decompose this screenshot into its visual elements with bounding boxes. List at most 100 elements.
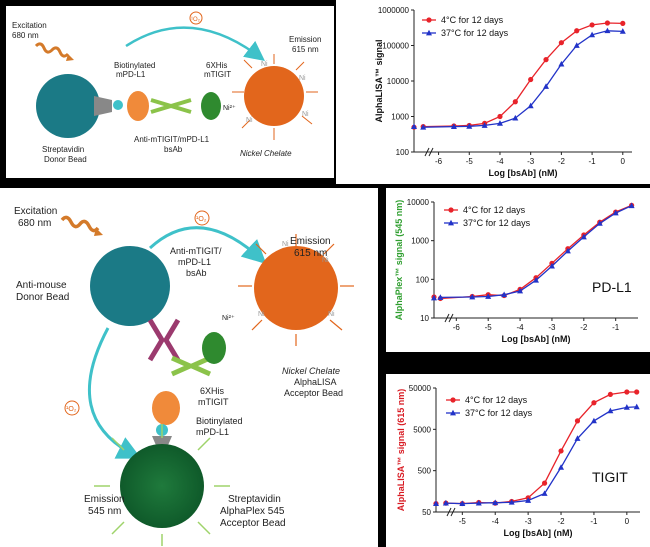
series-1-line bbox=[445, 406, 637, 505]
bottom-biotinylated-label: Biotinylated bbox=[196, 416, 243, 426]
y-tick-label: 100 bbox=[396, 148, 410, 157]
y-tick-label: 100000 bbox=[382, 42, 409, 51]
series-1-point bbox=[541, 490, 548, 496]
chart-annotation: PD-L1 bbox=[592, 279, 632, 295]
x-axis-label: Log [bsAb] (nM) bbox=[502, 334, 571, 344]
series-1-point bbox=[496, 120, 503, 126]
bottom-singlet-top-label: ¹O₂ bbox=[196, 216, 207, 223]
series-0-point bbox=[543, 57, 549, 63]
series-1-point bbox=[548, 262, 555, 269]
x-tick-label: -2 bbox=[558, 157, 566, 166]
series-1-line bbox=[423, 30, 623, 128]
x-tick-label: -6 bbox=[435, 157, 443, 166]
series-1-point bbox=[459, 500, 466, 506]
top-singlet-badge bbox=[189, 11, 203, 25]
legend-0-marker bbox=[450, 397, 456, 403]
top-acceptor-rays bbox=[232, 54, 318, 140]
bottom-diagram-panel: Excitation 680 nm ¹O₂ Anti-mouse Donor B… bbox=[0, 188, 378, 547]
x-tick-label: -5 bbox=[466, 157, 474, 166]
x-tick-label: -4 bbox=[496, 157, 504, 166]
x-tick-label: -3 bbox=[548, 323, 556, 332]
x-tick-label: 0 bbox=[621, 157, 626, 166]
chart-annotation: TIGIT bbox=[592, 469, 628, 485]
series-1-point bbox=[411, 123, 417, 129]
bottom-pdl1-shape bbox=[152, 391, 180, 425]
top-donor-label-2: Donor Bead bbox=[44, 155, 87, 164]
series-1-point bbox=[508, 499, 515, 505]
top-excitation-nm: 680 nm bbox=[12, 31, 39, 40]
legend-0-label: 4°C for 12 days bbox=[463, 205, 526, 215]
bottom-streptavidin-label-2: AlphaPlex 545 bbox=[220, 506, 285, 517]
series-1-point bbox=[633, 403, 640, 410]
chart1-svg: 100 1000 10000 100000 1000000 -6 -5 -4 -3 -2 -1 0 Lo… bbox=[374, 6, 632, 178]
bottom-ni-ligand-1: Ni bbox=[282, 241, 289, 248]
top-ni-ligand-3: Ni bbox=[302, 111, 309, 118]
series-1-point bbox=[607, 407, 614, 414]
series-0-point bbox=[574, 28, 580, 34]
bottom-green-rays bbox=[94, 424, 230, 546]
y-tick-label: 1000000 bbox=[378, 6, 410, 15]
x-tick-label: -3 bbox=[527, 157, 535, 166]
axis-break-mark bbox=[424, 147, 430, 157]
series-0-point bbox=[528, 76, 534, 83]
bottom-his-label: 6XHis bbox=[200, 386, 225, 396]
x-tick-label: -1 bbox=[590, 517, 598, 526]
top-ni-label: Ni²⁺ bbox=[223, 105, 236, 112]
series-0-point bbox=[512, 99, 518, 105]
bottom-singlet-badge-top bbox=[194, 210, 210, 226]
top-biotin-dot bbox=[113, 100, 123, 110]
bottom-ni-ligand-4: Ni bbox=[258, 311, 265, 318]
top-ni-ligand-1: Ni bbox=[261, 61, 268, 68]
series-1-point bbox=[533, 276, 539, 283]
series-1-point bbox=[596, 220, 603, 226]
top-donor-bead bbox=[36, 74, 100, 138]
top-biotinylated-label-2: mPD-L1 bbox=[116, 70, 146, 79]
y-tick-label: 10 bbox=[420, 314, 429, 323]
top-his-label: 6XHis bbox=[206, 61, 227, 70]
bottom-nickel-label: Nickel Chelate bbox=[282, 366, 340, 376]
x-tick-label: -4 bbox=[517, 323, 525, 332]
bottom-diagram-svg: Excitation 680 nm ¹O₂ Anti-mouse Donor B… bbox=[14, 206, 354, 546]
axis-break-mark bbox=[428, 147, 434, 157]
series-0-point bbox=[589, 22, 595, 28]
top-nickel-label: Nickel Chelate bbox=[240, 149, 292, 158]
series-1-point bbox=[543, 83, 550, 89]
axis-break-mark bbox=[446, 507, 452, 517]
series-1-point bbox=[558, 60, 565, 67]
chart2-panel: 10 100 1000 10000 -6 -5 -4 -3 -2 -1 Log [bsAb] (nM… bbox=[386, 188, 650, 352]
series-1-point bbox=[431, 294, 437, 301]
top-streptavidin-shape bbox=[94, 96, 112, 116]
bottom-donor-label-2: Donor Bead bbox=[16, 292, 69, 303]
x-tick-label: -6 bbox=[453, 323, 461, 332]
bottom-singlet-badge-left bbox=[64, 400, 80, 416]
y-axis-label: AlphaPlex™ signal (545 nm) bbox=[394, 200, 404, 321]
bottom-acceptor-bead bbox=[254, 246, 338, 330]
series-1-point bbox=[580, 233, 587, 240]
series-1-point bbox=[558, 464, 565, 470]
series-0-point bbox=[634, 389, 640, 395]
bottom-singlet-arrow-top bbox=[148, 226, 267, 265]
series-0-point bbox=[620, 20, 626, 26]
top-tigit-shape bbox=[201, 92, 221, 120]
bottom-bsab-label-3: bsAb bbox=[186, 268, 207, 278]
series-0-point bbox=[574, 418, 581, 424]
top-his-label-2: mTIGIT bbox=[204, 70, 231, 79]
bottom-biotinylated-label-2: mPD-L1 bbox=[196, 427, 229, 437]
series-0-point bbox=[604, 20, 611, 26]
series-1-point bbox=[492, 499, 499, 506]
series-1-point bbox=[589, 31, 596, 38]
series-1-point bbox=[481, 122, 488, 128]
series-1-point bbox=[485, 293, 492, 299]
bottom-singlet-arrow-left bbox=[87, 327, 142, 459]
series-0-point bbox=[497, 113, 503, 120]
series-0-line bbox=[440, 204, 632, 300]
series-1-point bbox=[574, 435, 581, 441]
y-axis-label: AlphaLISA™ signal bbox=[374, 39, 384, 122]
series-0-point bbox=[591, 400, 597, 406]
chart2-svg: 10 100 1000 10000 -6 -5 -4 -3 -2 -1 Log [bsAb] (nM… bbox=[394, 198, 638, 344]
bottom-emission-545-nm: 545 nm bbox=[88, 506, 121, 517]
top-bsab-label-2: bsAb bbox=[164, 145, 183, 154]
x-tick-label: -4 bbox=[492, 517, 500, 526]
axis-break-mark bbox=[448, 313, 454, 323]
bottom-excitation-arrow-icon bbox=[94, 228, 103, 236]
